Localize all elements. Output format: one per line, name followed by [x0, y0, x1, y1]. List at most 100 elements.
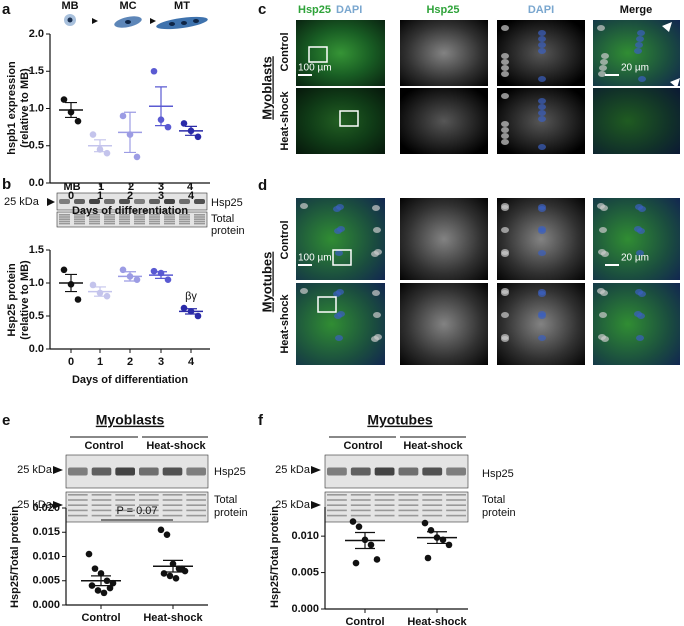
- channel-header: Hsp25: [298, 4, 331, 16]
- band: [186, 499, 206, 501]
- channel-header: DAPI: [336, 4, 362, 16]
- data-point: [421, 519, 429, 527]
- band: [422, 509, 443, 512]
- group-header: Control: [343, 440, 382, 452]
- band: [134, 199, 145, 204]
- band-label: Hsp25: [214, 466, 246, 478]
- band-label: Hsp25: [482, 468, 514, 480]
- x-tick-label: 0: [68, 190, 74, 202]
- data-point: [157, 526, 165, 534]
- nucleus: [636, 335, 644, 341]
- nucleus: [638, 76, 646, 82]
- panel-letter: c: [258, 1, 266, 18]
- band: [89, 216, 100, 218]
- band-label: Hsp25: [211, 197, 243, 209]
- y-tick-label: 1.5: [29, 65, 44, 77]
- band: [59, 199, 70, 204]
- band: [446, 514, 466, 517]
- band: [164, 216, 175, 218]
- error-bar: [65, 273, 77, 293]
- band: [179, 220, 190, 223]
- band-label: protein: [482, 507, 516, 519]
- y-axis-label: (relative to MB): [19, 260, 31, 340]
- error-bar: [185, 125, 197, 136]
- y-tick-label: 0.0: [29, 177, 44, 189]
- band: [350, 494, 371, 496]
- arrowhead: [662, 22, 680, 88]
- band: [446, 509, 466, 512]
- nucleus: [501, 93, 509, 99]
- nucleus: [601, 251, 609, 257]
- x-tick-label: 3: [158, 356, 164, 368]
- band: [89, 222, 100, 225]
- error-bar: [427, 531, 447, 545]
- group-header: Control: [84, 440, 123, 452]
- band: [149, 220, 160, 223]
- band: [446, 467, 466, 476]
- band: [179, 199, 190, 204]
- band: [104, 216, 115, 218]
- nucleus: [335, 250, 343, 256]
- band: [139, 467, 159, 476]
- nucleus: [599, 65, 607, 71]
- blot: [324, 454, 469, 489]
- marker-arrow: [47, 198, 55, 206]
- error-bar: [91, 575, 111, 587]
- data-point: [103, 292, 111, 300]
- band: [327, 499, 347, 501]
- error-bar: [185, 308, 197, 315]
- nucleus: [600, 290, 608, 296]
- band: [89, 220, 100, 223]
- y-axis-label: Hsp25/Total protein: [269, 506, 281, 608]
- micrograph-signal: [593, 283, 680, 365]
- band: [68, 504, 88, 506]
- y-tick-label: 1.0: [29, 277, 44, 289]
- nucleus: [373, 312, 381, 318]
- lane-label: MB: [63, 181, 80, 193]
- y-tick-label: 0.020: [32, 502, 60, 514]
- band: [179, 214, 190, 216]
- band: [59, 222, 70, 225]
- channel-header: DAPI: [528, 4, 554, 16]
- scale-bar-label: 20 µm: [621, 253, 649, 264]
- panel-letter: f: [258, 412, 264, 429]
- y-tick-label: 0.000: [32, 599, 60, 611]
- error-bar: [163, 559, 183, 573]
- band: [139, 504, 159, 506]
- band: [139, 514, 159, 517]
- chart-title: Myotubes: [367, 412, 433, 428]
- blot: [324, 491, 469, 523]
- band: [350, 467, 371, 476]
- y-tick-label: 1.0: [29, 102, 44, 114]
- annotation: P = 0.07: [116, 505, 157, 517]
- band: [350, 514, 371, 517]
- band: [139, 509, 159, 512]
- band: [164, 218, 175, 220]
- data-point: [194, 133, 202, 141]
- nucleus: [501, 65, 509, 71]
- zoom-box: [317, 296, 337, 313]
- zoom-box: [308, 46, 328, 63]
- error-bar: [155, 86, 167, 127]
- marker-arrow: [311, 466, 321, 509]
- channel-header: Merge: [620, 4, 652, 16]
- x-axis-label: Days of differentiation: [72, 205, 188, 217]
- annotation: βγ: [185, 291, 197, 303]
- data-point: [133, 276, 141, 284]
- data-point: [445, 541, 453, 549]
- data-point: [89, 131, 97, 138]
- nucleus: [598, 71, 606, 77]
- band: [91, 504, 112, 506]
- micrograph-signal: [400, 283, 488, 365]
- nucleus: [372, 290, 380, 296]
- band: [164, 222, 175, 225]
- nucleus: [501, 25, 509, 31]
- nucleus: [538, 48, 546, 54]
- data-point: [166, 572, 174, 580]
- nucleus: [501, 290, 509, 296]
- marker-label: 25 kDa: [17, 499, 53, 511]
- stage-label: MT: [174, 0, 190, 12]
- y-tick-label: 0.010: [291, 530, 319, 542]
- band: [115, 509, 135, 512]
- nucleus: [371, 336, 379, 342]
